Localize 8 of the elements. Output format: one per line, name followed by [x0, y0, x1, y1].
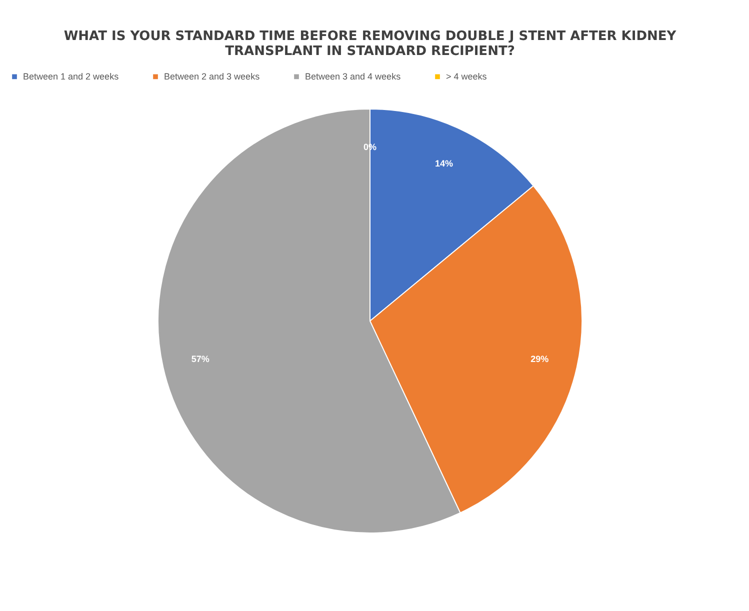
legend-label: Between 1 and 2 weeks: [23, 72, 120, 82]
legend-label: Between 3 and 4 weeks: [305, 72, 402, 82]
data-label: 14%: [435, 158, 454, 169]
legend-label: Between 2 and 3 weeks: [164, 72, 260, 82]
data-label: 29%: [530, 354, 549, 364]
chart-title: WHAT IS YOUR STANDARD TIME BEFORE REMOVING DOUBLE J STENT AFTER KIDNEY TRANSPLANT IN STANDARD RECIPIENT?: [64, 29, 677, 59]
data-label: 57%: [191, 354, 210, 364]
legend-label: > 4 weeks: [446, 72, 488, 82]
